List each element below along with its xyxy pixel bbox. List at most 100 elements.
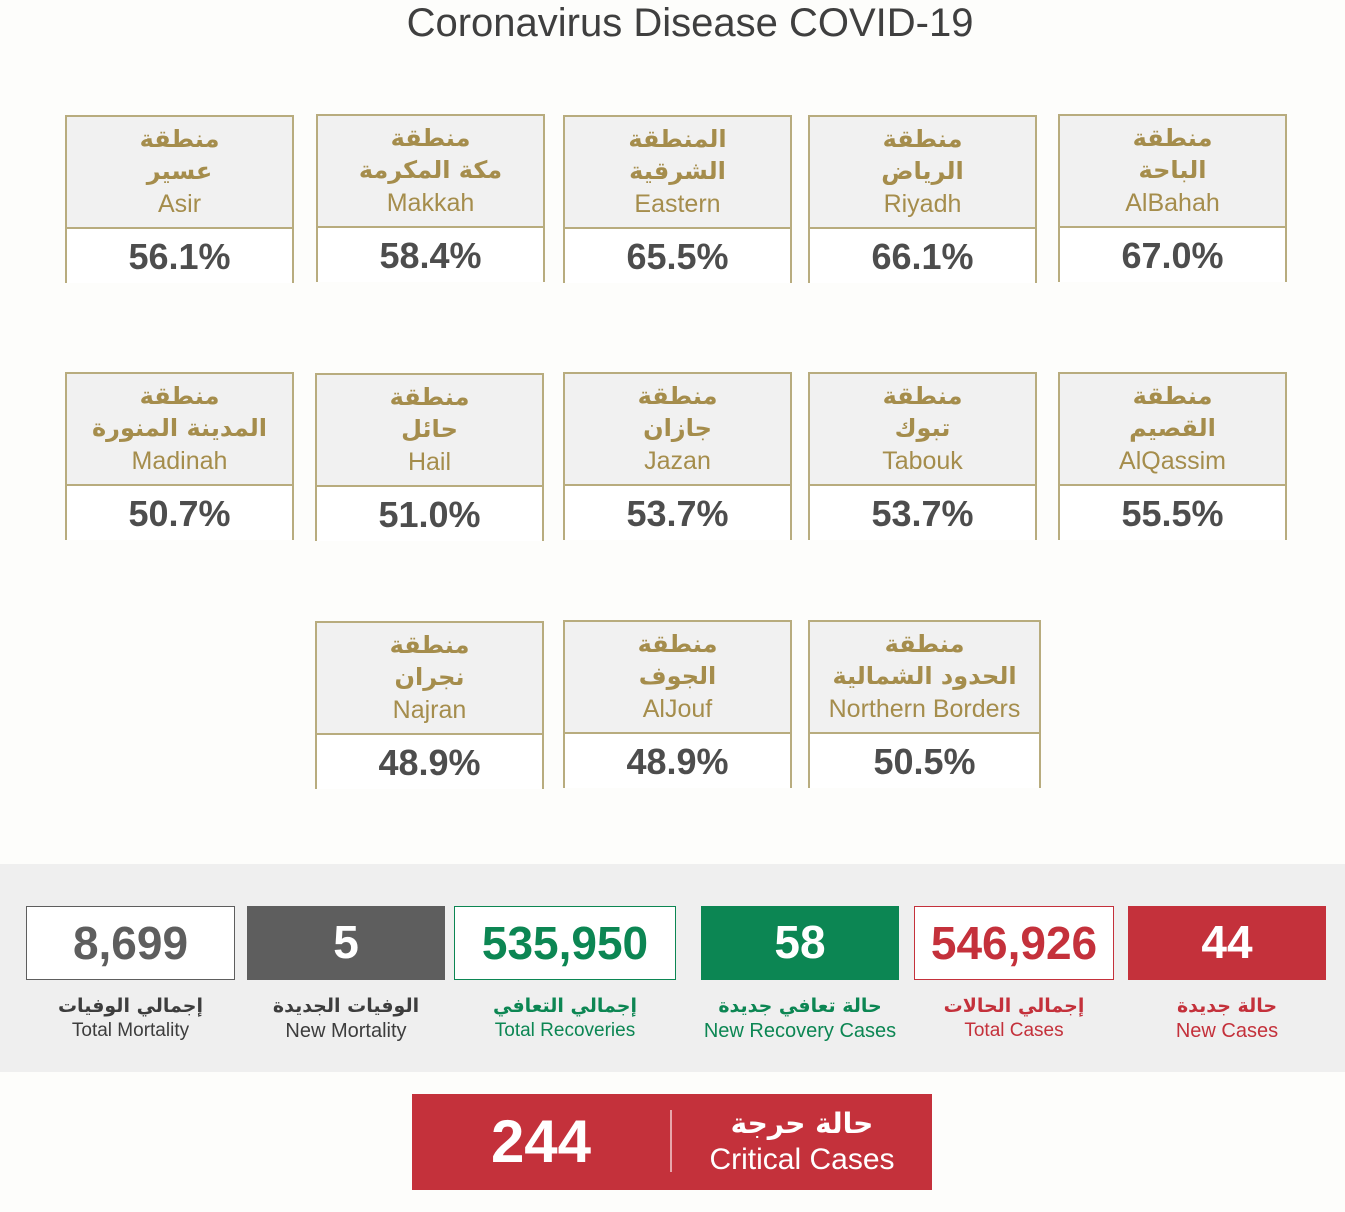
region-header: منطقة مكة المكرمة Makkah (318, 116, 543, 228)
region-arabic-prefix: منطقة (390, 124, 471, 152)
new-mortality-label: الوفيات الجديدة New Mortality (247, 994, 445, 1044)
region-header: منطقة القصيم AlQassim (1060, 374, 1285, 486)
new-recovery-value: 58 (701, 906, 899, 980)
region-header: منطقة نجران Najran (317, 623, 542, 735)
region-card-makkah: منطقة مكة المكرمة Makkah 58.4% (316, 114, 545, 282)
total-mortality-label: إجمالي الوفيات Total Mortality (26, 994, 235, 1044)
total-recoveries-label-en: Total Recoveries (494, 1020, 636, 1041)
region-card-eastern: المنطقة الشرقية Eastern 65.5% (563, 115, 792, 283)
region-arabic-prefix: منطقة (139, 382, 220, 410)
region-card-albahah: منطقة الباحة AlBahah 67.0% (1058, 114, 1287, 282)
region-percentage: 53.7% (810, 486, 1035, 540)
region-percentage: 56.1% (67, 229, 292, 283)
new-mortality-label-ar: الوفيات الجديدة (272, 995, 420, 1017)
new-cases-label-ar: حالة جديدة (1176, 995, 1278, 1017)
region-card-alqassim: منطقة القصيم AlQassim 55.5% (1058, 372, 1287, 540)
region-arabic-name: تبوك (894, 414, 951, 442)
new-cases-label: حالة جديدة New Cases (1128, 994, 1326, 1044)
region-arabic-prefix: منطقة (637, 382, 718, 410)
region-percentage: 66.1% (810, 229, 1035, 283)
region-card-jazan: منطقة جازان Jazan 53.7% (563, 372, 792, 540)
new-mortality-value: 5 (247, 906, 445, 980)
region-percentage: 50.5% (810, 734, 1039, 788)
region-header: منطقة حائل Hail (317, 375, 542, 487)
total-mortality-value: 8,699 (26, 906, 235, 980)
region-percentage: 55.5% (1060, 486, 1285, 540)
region-arabic-prefix: منطقة (884, 630, 965, 658)
new-cases-label-en: New Cases (1175, 1020, 1279, 1042)
region-arabic-prefix: منطقة (882, 382, 963, 410)
region-arabic-prefix: منطقة (139, 125, 220, 153)
new-recovery-label-ar: حالة تعافي جديدة (718, 995, 882, 1017)
region-card-najran: منطقة نجران Najran 48.9% (315, 621, 544, 789)
total-cases-value: 546,926 (914, 906, 1114, 980)
region-english-name: Tabouk (882, 447, 963, 475)
region-english-name: Asir (157, 190, 202, 218)
region-english-name: Makkah (386, 189, 475, 217)
region-arabic-name: نجران (394, 663, 465, 691)
critical-cases-value: 244 (490, 1108, 592, 1175)
region-percentage: 50.7% (67, 486, 292, 540)
region-english-name: Northern Borders (828, 695, 1021, 723)
region-arabic-name: الجوف (638, 662, 717, 690)
region-percentage: 67.0% (1060, 228, 1285, 282)
region-arabic-name: الرياض (881, 157, 964, 185)
total-recoveries-label: إجمالي التعافي Total Recoveries (454, 994, 676, 1044)
region-header: منطقة تبوك Tabouk (810, 374, 1035, 486)
region-header: منطقة الرياض Riyadh (810, 117, 1035, 229)
region-header: منطقة عسير Asir (67, 117, 292, 229)
region-english-name: Jazan (644, 447, 711, 475)
region-card-hail: منطقة حائل Hail 51.0% (315, 373, 544, 541)
new-recovery-label: حالة تعافي جديدة New Recovery Cases (680, 994, 920, 1044)
critical-cases-label: حالة حرجة Critical Cases (680, 1106, 924, 1178)
region-arabic-prefix: المنطقة (628, 125, 727, 153)
region-percentage: 65.5% (565, 229, 790, 283)
region-percentage: 48.9% (565, 734, 790, 788)
region-arabic-name: المدينة المنورة (91, 414, 268, 442)
region-card-aljouf: منطقة الجوف AlJouf 48.9% (563, 620, 792, 788)
region-english-name: Eastern (634, 190, 721, 218)
total-mortality-label-en: Total Mortality (71, 1020, 190, 1041)
region-card-madinah: منطقة المدينة المنورة Madinah 50.7% (65, 372, 294, 540)
region-header: منطقة الحدود الشمالية Northern Borders (810, 622, 1039, 734)
region-english-name: AlBahah (1125, 189, 1220, 217)
region-header: منطقة الجوف AlJouf (565, 622, 790, 734)
new-recovery-label-en: New Recovery Cases (703, 1020, 897, 1042)
region-arabic-name: الحدود الشمالية (832, 662, 1017, 690)
critical-cases-label-ar: حالة حرجة (730, 1107, 874, 1140)
region-arabic-name: مكة المكرمة (358, 156, 503, 184)
total-recoveries-value: 535,950 (454, 906, 676, 980)
new-mortality-label-en: New Mortality (285, 1020, 407, 1042)
region-arabic-name: عسير (146, 157, 213, 185)
region-arabic-prefix: منطقة (389, 631, 470, 659)
region-english-name: Hail (407, 448, 452, 476)
region-english-name: AlQassim (1119, 447, 1226, 475)
region-percentage: 53.7% (565, 486, 790, 540)
region-card-northern-borders: منطقة الحدود الشمالية Northern Borders 5… (808, 620, 1041, 788)
region-arabic-name: الباحة (1138, 156, 1207, 184)
region-arabic-name: جازان (643, 414, 712, 442)
region-arabic-prefix: منطقة (389, 383, 470, 411)
region-english-name: Najran (392, 696, 467, 724)
region-header: منطقة جازان Jazan (565, 374, 790, 486)
region-arabic-name: الشرقية (629, 157, 726, 185)
critical-cases-label-en: Critical Cases (709, 1143, 895, 1176)
region-header: منطقة المدينة المنورة Madinah (67, 374, 292, 486)
critical-divider (670, 1110, 672, 1172)
region-english-name: Madinah (131, 447, 228, 475)
region-header: منطقة الباحة AlBahah (1060, 116, 1285, 228)
total-cases-label-en: Total Cases (964, 1020, 1064, 1041)
region-arabic-name: حائل (401, 415, 458, 443)
region-percentage: 51.0% (317, 487, 542, 541)
region-arabic-prefix: منطقة (1132, 382, 1213, 410)
region-percentage: 58.4% (318, 228, 543, 282)
region-arabic-prefix: منطقة (637, 630, 718, 658)
region-percentage: 48.9% (317, 735, 542, 789)
region-arabic-prefix: منطقة (1132, 124, 1213, 152)
page-title: Coronavirus Disease COVID-19 (406, 1, 974, 45)
region-english-name: Riyadh (883, 190, 962, 218)
total-cases-label: إجمالي الحالات Total Cases (914, 994, 1114, 1044)
region-card-asir: منطقة عسير Asir 56.1% (65, 115, 294, 283)
new-cases-value: 44 (1128, 906, 1326, 980)
total-recoveries-label-ar: إجمالي التعافي (493, 995, 637, 1017)
